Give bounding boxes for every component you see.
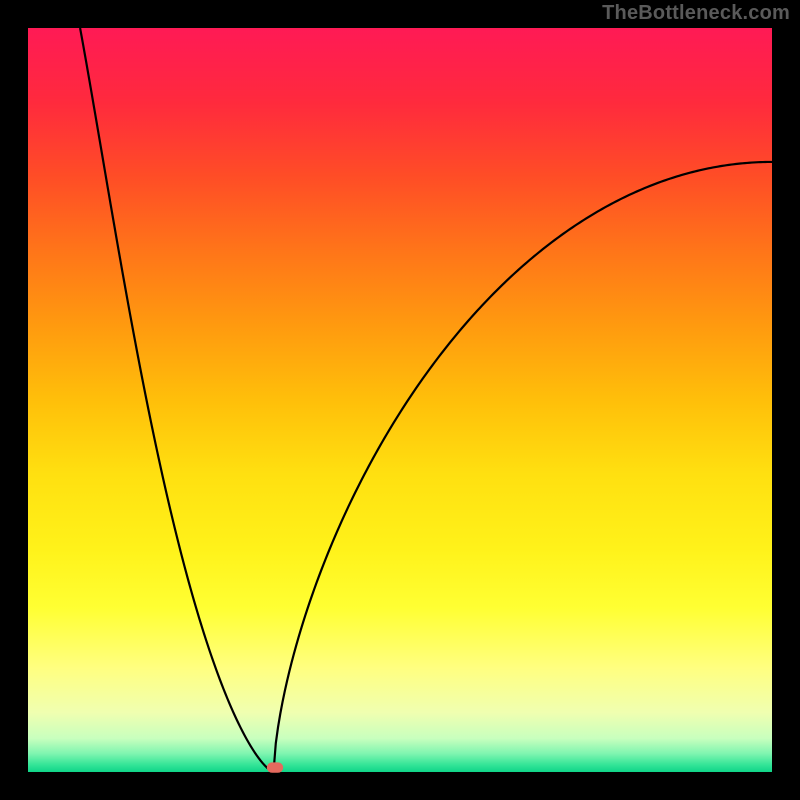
watermark-text: TheBottleneck.com [602,2,790,25]
optimal-point-marker [267,762,283,772]
bottleneck-chart [0,0,800,800]
chart-container: TheBottleneck.com [0,0,800,800]
heatmap-background [28,28,772,772]
